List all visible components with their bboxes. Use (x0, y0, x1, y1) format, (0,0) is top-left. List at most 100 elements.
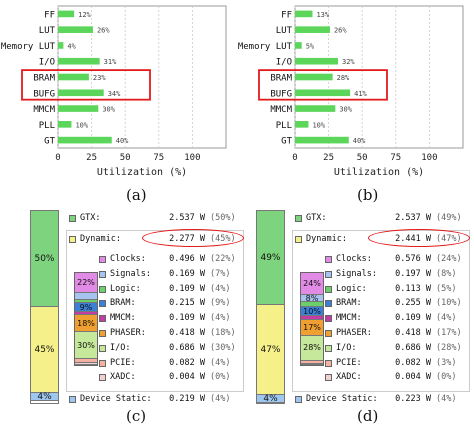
x-tick-label: 100 (421, 153, 437, 163)
static-row-percent: (4%) (436, 394, 457, 404)
item-row-label: Clocks: (110, 254, 146, 264)
item-row-label: PCIE: (336, 357, 362, 368)
stack-segment: 49% (257, 211, 284, 306)
item-row-value: 0.686 W (169, 342, 205, 353)
item-row: Signals: 0.197 W (8%) (256, 269, 471, 280)
item-row-swatch (325, 300, 332, 308)
category-label: LUT (39, 26, 56, 36)
bar-i-o (295, 57, 339, 65)
x-tick-label: 100 (184, 153, 200, 163)
dynamic-row-swatch (295, 236, 302, 243)
bar-mmcm (295, 105, 336, 112)
item-row-swatch (325, 374, 332, 382)
item-row-swatch (325, 285, 332, 293)
item-row: PCIE: 0.082 W (4%) (30, 358, 245, 369)
bar-bram (295, 73, 333, 81)
item-row-value: 0.255 W (395, 298, 431, 309)
item-row: MMCM: 0.109 W (4%) (30, 313, 245, 324)
item-row-percent: (7%) (210, 268, 231, 279)
item-row: XADC: 0.004 W (0%) (256, 372, 471, 383)
item-row-percent: (17%) (436, 328, 462, 338)
item-row: PHASER: 0.418 W (18%) (30, 328, 245, 339)
gtx-row-swatch (69, 215, 76, 222)
dynamic-frame (66, 230, 244, 392)
dynamic-frame (292, 230, 470, 392)
breakdown-segment (301, 364, 323, 366)
item-row-percent: (22%) (210, 254, 236, 264)
highlight-box (258, 69, 388, 101)
item-row-value: 0.418 W (395, 328, 431, 338)
item-row-percent: (4%) (210, 357, 231, 368)
breakdown-segment: 8% (301, 294, 323, 303)
item-row-value: 0.686 W (395, 342, 431, 353)
item-row-label: PCIE: (110, 357, 136, 368)
bar-mmcm (58, 105, 99, 112)
utilization-chart-b-svg: 0 25 50 75 100 Utilization (%) 13% FF 26% LUT 5% Me… (238, 5, 464, 178)
data-label: 10% (312, 121, 325, 129)
data-label: 23% (93, 74, 106, 82)
static-row-swatch (69, 396, 76, 403)
static-row-label: Device Static: (306, 394, 378, 404)
item-row-percent: (8%) (436, 268, 457, 279)
item-row: Logic: 0.113 W (5%) (256, 284, 471, 295)
gtx-row-swatch (295, 215, 302, 222)
x-tick-label: 25 (86, 153, 97, 163)
item-row: MMCM: 0.109 W (4%) (256, 313, 471, 324)
item-row-value: 0.169 W (169, 268, 205, 279)
item-row-swatch (325, 344, 332, 352)
dynamic-breakdown-bar: 22% 9% 18% 30% (74, 272, 98, 366)
stack-segment: 50% (31, 211, 58, 307)
category-label: BRAM (33, 74, 55, 84)
item-row-value: 0.113 W (395, 283, 431, 294)
item-row-percent: (0%) (210, 372, 231, 383)
item-row: XADC: 0.004 W (0%) (30, 372, 245, 383)
item-row-percent: (4%) (210, 313, 231, 324)
data-label: 13% (316, 11, 329, 19)
data-label: 40% (116, 137, 129, 145)
breakdown-segment: 17% (301, 319, 323, 336)
item-row-label: Signals: (110, 268, 151, 279)
item-row: PCIE: 0.082 W (3%) (256, 358, 471, 369)
stack-segment: 47% (257, 305, 284, 396)
item-row-value: 0.082 W (395, 357, 431, 368)
bar-gt (295, 136, 349, 144)
data-label: 26% (334, 27, 347, 35)
item-row-swatch (99, 344, 106, 352)
bar-lut (58, 26, 93, 33)
breakdown-segment: 18% (75, 315, 97, 332)
item-row-swatch (325, 256, 332, 263)
breakdown-segment (75, 299, 97, 304)
item-row-label: BRAM: (110, 298, 136, 309)
item-row-value: 0.576 W (395, 254, 431, 264)
power-stack: 49% 47% 4% (256, 210, 285, 404)
data-label: 30% (102, 106, 115, 114)
item-row-value: 0.215 W (169, 298, 205, 309)
category-label: PLL (276, 121, 292, 131)
breakdown-segment (75, 363, 97, 365)
category-label: I/O (276, 58, 292, 68)
item-row-label: XADC: (336, 372, 362, 383)
item-row-label: PHASER: (336, 328, 372, 338)
item-row-percent: (0%) (436, 372, 457, 383)
gtx-row: GTX: 2.537 W (49%) (256, 213, 471, 224)
x-tick-label: 75 (153, 153, 164, 163)
bar-bufg (58, 89, 104, 97)
item-row-percent: (4%) (210, 283, 231, 294)
data-label: 10% (75, 121, 88, 129)
x-tick-label: 0 (55, 153, 60, 163)
data-label: 40% (353, 137, 366, 145)
breakdown-segment (75, 311, 97, 316)
bar-gt (58, 136, 112, 144)
breakdown-segment: 10% (301, 307, 323, 317)
gtx-row-percent: (49%) (436, 213, 462, 223)
dynamic-highlight-oval (368, 229, 470, 247)
item-row-percent: (30%) (210, 342, 236, 353)
bar-ff (295, 10, 313, 18)
item-row-label: Logic: (110, 283, 141, 294)
dynamic-row-swatch (69, 236, 76, 243)
static-row-value: 0.219 W (169, 394, 205, 404)
x-axis-label: Utilization (%) (334, 167, 424, 178)
item-row-swatch (99, 359, 106, 367)
dynamic-highlight-oval (142, 229, 244, 247)
item-row-percent: (4%) (436, 313, 457, 324)
